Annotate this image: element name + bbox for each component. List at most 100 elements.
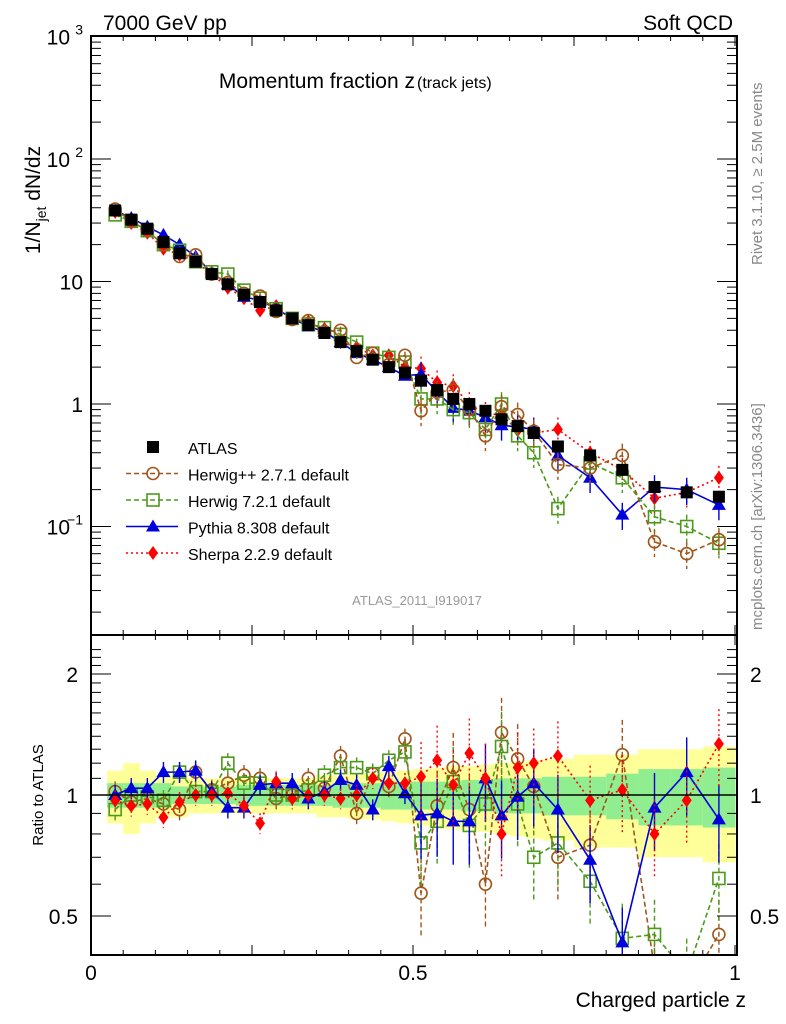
ratio-point (712, 927, 726, 942)
ratio-point (478, 877, 493, 891)
main-y-axis-title: 1/Njet dN/dz (22, 146, 49, 254)
data-point (302, 319, 315, 332)
data-point (398, 366, 411, 379)
data-point (495, 413, 508, 426)
y-tick-exponent: −1 (67, 512, 83, 528)
ratio-point (253, 777, 268, 790)
ratio-point (550, 802, 565, 815)
data-point (680, 486, 693, 499)
ratio-point (172, 765, 187, 778)
data-point (551, 457, 565, 472)
ratio-point (220, 800, 235, 813)
series-atlas (109, 204, 725, 503)
ratio-point (237, 776, 251, 790)
legend-label: Herwig 7.2.1 default (188, 494, 331, 511)
data-point (479, 404, 492, 417)
ratio-point (496, 826, 507, 841)
ratio-point (142, 796, 153, 811)
data-point (431, 384, 444, 397)
ratio-y-tick-label: 2 (66, 664, 78, 687)
data-point (679, 519, 694, 534)
category-label: Soft QCD (643, 12, 733, 35)
ratio-point (448, 777, 459, 792)
ratio-y-tick-label-right: 2 (750, 664, 762, 687)
legend-marker (146, 493, 160, 507)
data-point (647, 510, 662, 524)
ratio-point (349, 760, 364, 775)
legend-item-pythia: Pythia 8.308 default (126, 519, 330, 538)
legend-item-herwig7: Herwig 7.2.1 default (126, 493, 331, 511)
data-point (527, 426, 540, 439)
ratio-point (156, 765, 171, 778)
data-point (711, 497, 726, 510)
ratio-point (414, 886, 428, 900)
data-point (615, 448, 630, 463)
data-point (679, 546, 694, 561)
data-point (382, 361, 395, 374)
data-point (318, 326, 331, 339)
y-tick-exponent: 2 (75, 144, 83, 160)
ratio-point (711, 812, 726, 825)
y-tick-label: 10 (47, 149, 70, 172)
data-point (173, 247, 186, 260)
legend-item-herwig: Herwig++ 2.7.1 default (126, 466, 350, 485)
y-tick-label: 10 (47, 27, 70, 50)
data-point (254, 296, 267, 309)
data-point (552, 422, 563, 437)
data-point (463, 398, 476, 410)
ratio-point (238, 798, 249, 813)
data-point (712, 532, 726, 547)
ratio-point (349, 777, 364, 790)
data-point (648, 481, 661, 494)
ratio-y-tick-label: 1 (66, 785, 78, 808)
ratio-point (365, 802, 380, 815)
data-point (647, 535, 662, 549)
analysis-label: ATLAS_2011_I919017 (352, 593, 482, 608)
ratio-point (464, 746, 475, 761)
ratio-point (713, 736, 724, 751)
mcplots-label: mcplots.cern.ch [arXiv:1306.3436] (749, 403, 766, 630)
ratio-point (222, 786, 233, 801)
ratio-point (430, 806, 445, 819)
ratio-point (528, 756, 539, 771)
ratio-point (367, 771, 378, 786)
main-frame (90, 35, 738, 636)
ratio-series-sherpa (110, 709, 724, 878)
ratio-point (512, 760, 523, 775)
ratio-point (221, 756, 235, 770)
data-point (616, 463, 629, 476)
ratio-point (494, 739, 509, 754)
x-axis-title: Charged particle z (576, 989, 746, 1012)
y-tick-exponent: 3 (75, 22, 83, 38)
ratio-point (552, 749, 563, 764)
energy-label: 7000 GeV pp (103, 12, 227, 35)
ratio-point (349, 806, 364, 821)
ratio-point (617, 782, 628, 797)
data-point (286, 312, 299, 325)
ratio-point (681, 967, 693, 979)
data-point (141, 222, 154, 235)
data-point (398, 348, 412, 363)
x-tick-label: 0.5 (398, 962, 427, 985)
ratio-point (647, 800, 662, 813)
ratio-point (585, 793, 596, 808)
ratio-y-axis-title: Ratio to ATLAS (30, 744, 47, 845)
legend-label: ATLAS (188, 441, 238, 458)
legend-marker (146, 466, 160, 481)
ratio-point (526, 776, 541, 789)
legend: ATLAS Herwig++ 2.7.1 default Herwig 7.2.1 … (126, 441, 350, 564)
ratio-point (110, 793, 121, 808)
data-point (414, 404, 428, 418)
ratio-point (416, 769, 427, 784)
legend-label: Pythia 8.308 default (188, 521, 330, 538)
rivet-label: Rivet 3.1.10, ≥ 2.5M events (749, 83, 766, 266)
data-point (189, 255, 202, 268)
ratio-point (526, 850, 541, 865)
chart-title-suffix: (track jets) (417, 75, 492, 92)
data-point (109, 204, 122, 217)
chart-title: Momentum fraction z (219, 70, 415, 93)
data-point (551, 501, 565, 516)
ratio-y-tick-label: 0.5 (49, 906, 78, 929)
ratio-point (174, 795, 185, 810)
